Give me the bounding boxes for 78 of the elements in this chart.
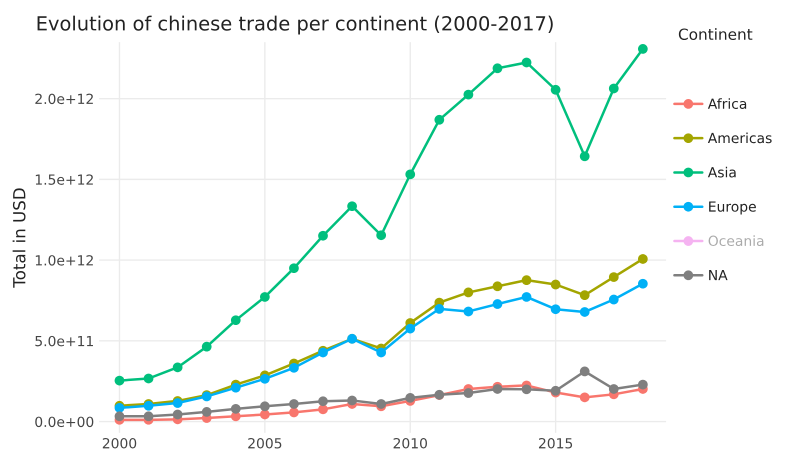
point	[114, 376, 124, 386]
point	[434, 304, 444, 314]
point	[550, 304, 560, 314]
y-tick-label: 1.0e+12	[36, 255, 93, 266]
point	[144, 411, 154, 422]
point	[464, 306, 474, 316]
legend-label: Asia	[708, 166, 736, 178]
point	[347, 396, 357, 406]
point	[492, 384, 502, 394]
point	[289, 362, 299, 373]
point	[376, 399, 386, 409]
chart-title: Evolution of chinese trade per continent (2000-2017)	[38, 16, 553, 34]
point	[638, 278, 648, 289]
point	[230, 404, 241, 414]
point	[522, 384, 532, 394]
point	[260, 410, 270, 420]
point	[608, 384, 619, 394]
point	[522, 292, 532, 302]
legend-label: Oceania	[708, 235, 764, 246]
point	[260, 374, 270, 384]
point	[522, 58, 532, 68]
point	[550, 84, 560, 95]
point	[376, 230, 386, 240]
point	[114, 411, 124, 422]
point	[638, 380, 648, 390]
point	[580, 366, 590, 376]
point	[492, 299, 502, 309]
point	[464, 90, 474, 100]
point	[580, 290, 590, 300]
point	[434, 114, 444, 125]
point	[289, 399, 299, 409]
y-tick-label: 2.0e+12	[35, 94, 93, 104]
point	[289, 408, 299, 418]
point	[638, 254, 648, 264]
point	[260, 401, 270, 412]
legend-title: Continent	[678, 28, 752, 40]
legend-label: Americas	[708, 132, 772, 144]
point	[608, 84, 619, 94]
legend-label: Africa	[708, 98, 746, 109]
point	[580, 307, 590, 317]
point	[230, 315, 241, 326]
point	[464, 388, 474, 398]
x-tick-label: 2000	[102, 438, 136, 449]
point	[114, 403, 124, 413]
y-tick-label: 0.0e+00	[35, 416, 94, 428]
point	[580, 151, 590, 162]
point	[608, 272, 619, 282]
point	[638, 44, 648, 54]
point	[405, 170, 416, 180]
point	[318, 396, 328, 406]
y-tick-label: 5.0e+11	[35, 336, 93, 346]
point	[318, 230, 328, 241]
point	[172, 362, 182, 372]
legend-label: NA	[709, 270, 728, 280]
x-tick-label: 2010	[394, 438, 427, 449]
point	[464, 288, 474, 298]
point	[405, 324, 416, 334]
y-axis-title: Total in USD	[12, 188, 26, 288]
point	[202, 407, 212, 417]
point	[347, 201, 357, 212]
point	[260, 292, 270, 302]
point	[522, 275, 532, 285]
point	[492, 63, 502, 74]
point	[376, 348, 386, 358]
point	[144, 374, 154, 384]
x-tick-label: 2005	[248, 438, 282, 449]
point	[550, 280, 560, 290]
legend-label: Europe	[709, 201, 756, 214]
point	[230, 382, 241, 393]
y-tick-label: 1.5e+12	[36, 174, 93, 185]
point	[608, 294, 619, 304]
point	[172, 410, 182, 420]
point	[202, 342, 212, 352]
x-tick-label: 2015	[538, 438, 572, 449]
point	[492, 281, 502, 292]
point	[580, 392, 590, 402]
point	[405, 392, 416, 403]
point	[289, 263, 299, 274]
